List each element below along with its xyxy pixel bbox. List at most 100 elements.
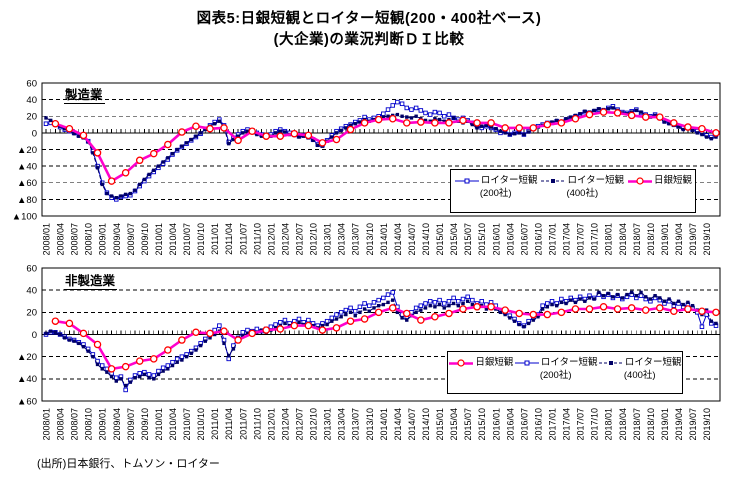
marker-open-circle [473, 119, 481, 127]
y-tick-label: 20 [26, 112, 37, 123]
marker-filled-square [77, 134, 81, 138]
marker-filled-square [400, 316, 404, 320]
marker-filled-square [161, 369, 165, 373]
y-tick-label: ▲40 [17, 374, 37, 385]
x-tick-label: 2018/01 [604, 223, 614, 256]
marker-filled-square [512, 319, 517, 323]
marker-open-circle [121, 362, 130, 371]
marker-open-circle [403, 309, 411, 318]
legend-series-name: ロイター短観 [480, 175, 538, 186]
marker-open-square [329, 315, 335, 321]
marker-filled-square [508, 132, 512, 137]
marker-open-circle [150, 355, 158, 363]
legend-entry-top: ロイター短観 [454, 175, 538, 187]
x-tick-label: 2019/01 [660, 408, 670, 441]
marker-filled-square [325, 322, 329, 327]
marker-filled-square [142, 372, 147, 377]
marker-filled-square [109, 194, 114, 198]
x-tick-label: 2014/10 [421, 223, 431, 256]
marker-open-circle [698, 307, 706, 315]
marker-filled-square [44, 116, 48, 120]
marker-filled-square [386, 300, 390, 305]
marker-open-circle [51, 119, 60, 128]
x-tick-label: 2019/07 [688, 408, 698, 441]
marker-open-square [423, 301, 428, 306]
marker-open-circle [220, 327, 228, 335]
legend-entry-reuters200: ロイター短観 (200社) [454, 175, 538, 200]
x-tick-label: 2008/10 [84, 223, 94, 256]
x-tick-label: 2017/01 [548, 223, 558, 256]
x-tick-label: 2016/04 [505, 408, 515, 441]
x-tick-label: 2011/01 [210, 408, 220, 440]
series-boj [51, 303, 720, 373]
marker-open-square [268, 324, 274, 329]
x-tick-label: 2015/07 [463, 223, 473, 256]
marker-filled-square [653, 294, 657, 298]
marker-open-square [278, 320, 283, 325]
x-tick-label: 2016/10 [533, 223, 543, 256]
x-tick-label: 2014/04 [393, 408, 403, 441]
legend-entry-top: 日銀短観 [627, 175, 692, 187]
x-tick-label: 2019/01 [660, 223, 670, 256]
marker-filled-square [194, 348, 198, 352]
marker-filled-square [259, 134, 264, 138]
x-tick-label: 2019/10 [702, 223, 712, 256]
marker-open-circle [206, 124, 214, 133]
x-tick-label: 2019/07 [688, 223, 698, 256]
legend-series-sub: (400社) [566, 188, 599, 199]
marker-open-circle [276, 325, 285, 333]
marker-open-circle [684, 305, 692, 313]
x-tick-label: 2018/10 [646, 408, 656, 441]
marker-open-square [451, 295, 456, 301]
marker-filled-square [564, 301, 568, 306]
marker-filled-square [405, 318, 409, 322]
x-tick-label: 2012/07 [295, 223, 305, 256]
marker-filled-square [344, 312, 348, 317]
marker-filled-square [428, 303, 432, 308]
marker-open-square [437, 110, 442, 116]
marker-open-square [43, 121, 49, 126]
marker-open-square [437, 297, 442, 303]
marker-filled-square [461, 301, 465, 306]
marker-open-circle [135, 156, 144, 165]
marker-filled-square [105, 191, 109, 196]
marker-filled-square [681, 302, 685, 307]
marker-filled-square [152, 168, 156, 172]
marker-open-square [423, 110, 428, 116]
marker-filled-square [180, 358, 184, 362]
x-tick-label: 2018/07 [632, 223, 642, 256]
marker-filled-square [470, 302, 475, 307]
marker-filled-square [330, 319, 334, 323]
marker-open-circle [712, 308, 720, 317]
marker-filled-square [297, 320, 301, 325]
marker-open-circle [571, 114, 580, 123]
marker-filled-square [114, 196, 118, 200]
marker-filled-square [714, 135, 718, 139]
marker-filled-square [114, 379, 118, 383]
marker-filled-square [690, 303, 695, 308]
marker-filled-square [67, 338, 72, 342]
marker-open-square [390, 103, 395, 108]
marker-filled-square [105, 370, 109, 374]
legend-filled-square [551, 179, 556, 183]
legend-series-sub: (400社) [623, 370, 656, 381]
y-tick-label: ▲60 [17, 178, 37, 189]
marker-open-circle [599, 303, 608, 311]
x-tick-label: 2013/10 [365, 408, 375, 441]
x-tick-label: 2009/10 [140, 223, 150, 256]
legend-entry-top: ロイター短観 [540, 175, 624, 187]
marker-filled-square [573, 300, 578, 305]
marker-open-circle [529, 310, 538, 319]
marker-filled-square [592, 297, 596, 301]
marker-open-square [151, 373, 157, 378]
marker-open-square [460, 296, 466, 302]
marker-filled-square [634, 108, 639, 113]
marker-filled-square [550, 120, 554, 124]
marker-open-square [254, 326, 260, 332]
marker-open-square [179, 354, 185, 359]
marker-open-circle [599, 108, 608, 116]
non-manufacturing-legend: 日銀短観 ロイター短観 (200社) ロイター短観 (400社) [447, 351, 683, 394]
marker-open-circle [318, 139, 327, 147]
marker-filled-square [91, 354, 95, 359]
marker-filled-square [526, 130, 531, 134]
